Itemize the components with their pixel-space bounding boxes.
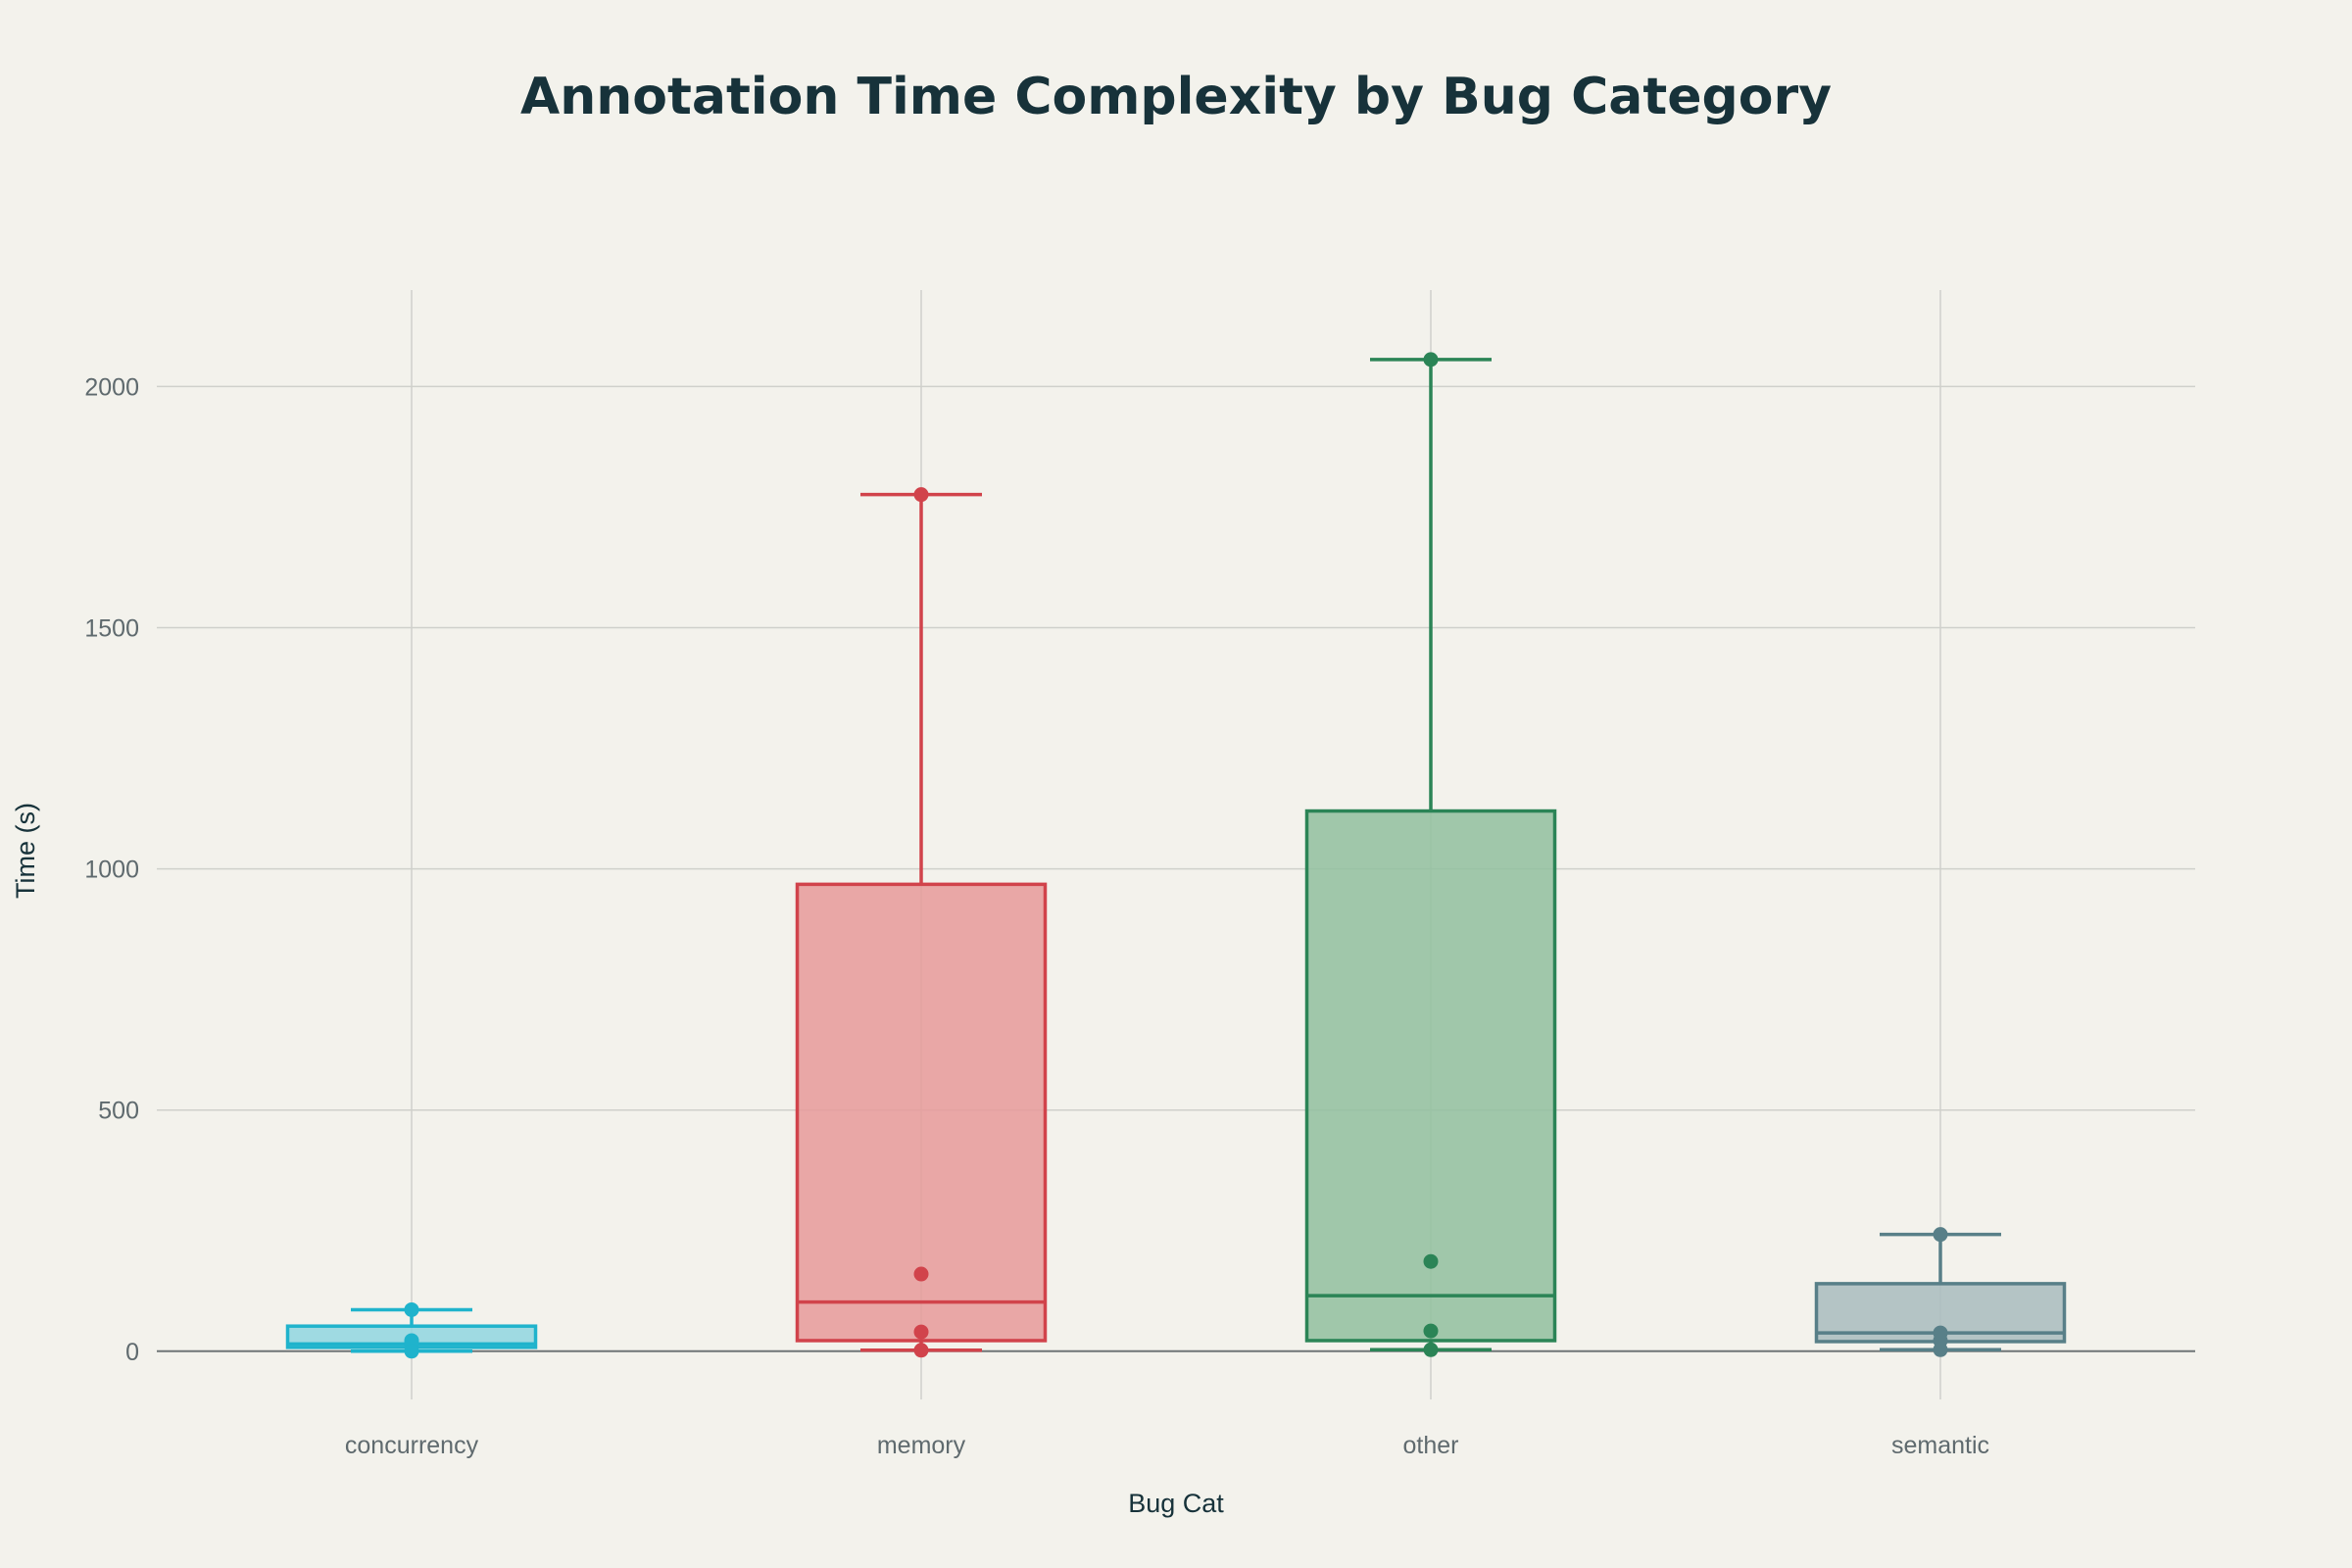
data-point [1933, 1227, 1948, 1243]
data-point [1423, 1342, 1439, 1357]
y-tick-label: 2000 [84, 373, 139, 401]
x-tick-label: other [1403, 1432, 1459, 1459]
box-concurrency [285, 1301, 538, 1359]
iqr-box [795, 882, 1048, 1343]
data-point [913, 487, 929, 503]
box-memory [795, 487, 1048, 1358]
box-other [1304, 352, 1557, 1357]
data-point [1423, 1253, 1439, 1269]
data-point [404, 1344, 419, 1359]
data-point [1423, 1323, 1439, 1339]
data-point [404, 1301, 419, 1317]
chart-title: Annotation Time Complexity by Bug Catego… [520, 68, 1832, 126]
data-point [1423, 352, 1439, 368]
x-tick-label: semantic [1891, 1432, 1989, 1459]
data-point [913, 1324, 929, 1340]
x-tick-label: memory [877, 1432, 966, 1459]
label-layer: 0 500 1000 1500 2000 concurrency memory other se… [84, 373, 1989, 1459]
box-semantic [1814, 1227, 2067, 1357]
y-tick-label: 1500 [84, 615, 139, 643]
iqr-box [1304, 808, 1557, 1343]
y-tick-label: 1000 [84, 857, 139, 884]
y-tick-label: 0 [125, 1339, 139, 1366]
box-layer [285, 352, 2067, 1359]
x-axis-title: Bug Cat [1128, 1489, 1224, 1518]
x-tick-label: concurrency [345, 1432, 479, 1459]
y-tick-label: 500 [98, 1098, 139, 1125]
data-point [913, 1343, 929, 1358]
data-point [913, 1266, 929, 1282]
data-point [1933, 1342, 1948, 1357]
y-axis-title: Time (s) [11, 803, 40, 899]
